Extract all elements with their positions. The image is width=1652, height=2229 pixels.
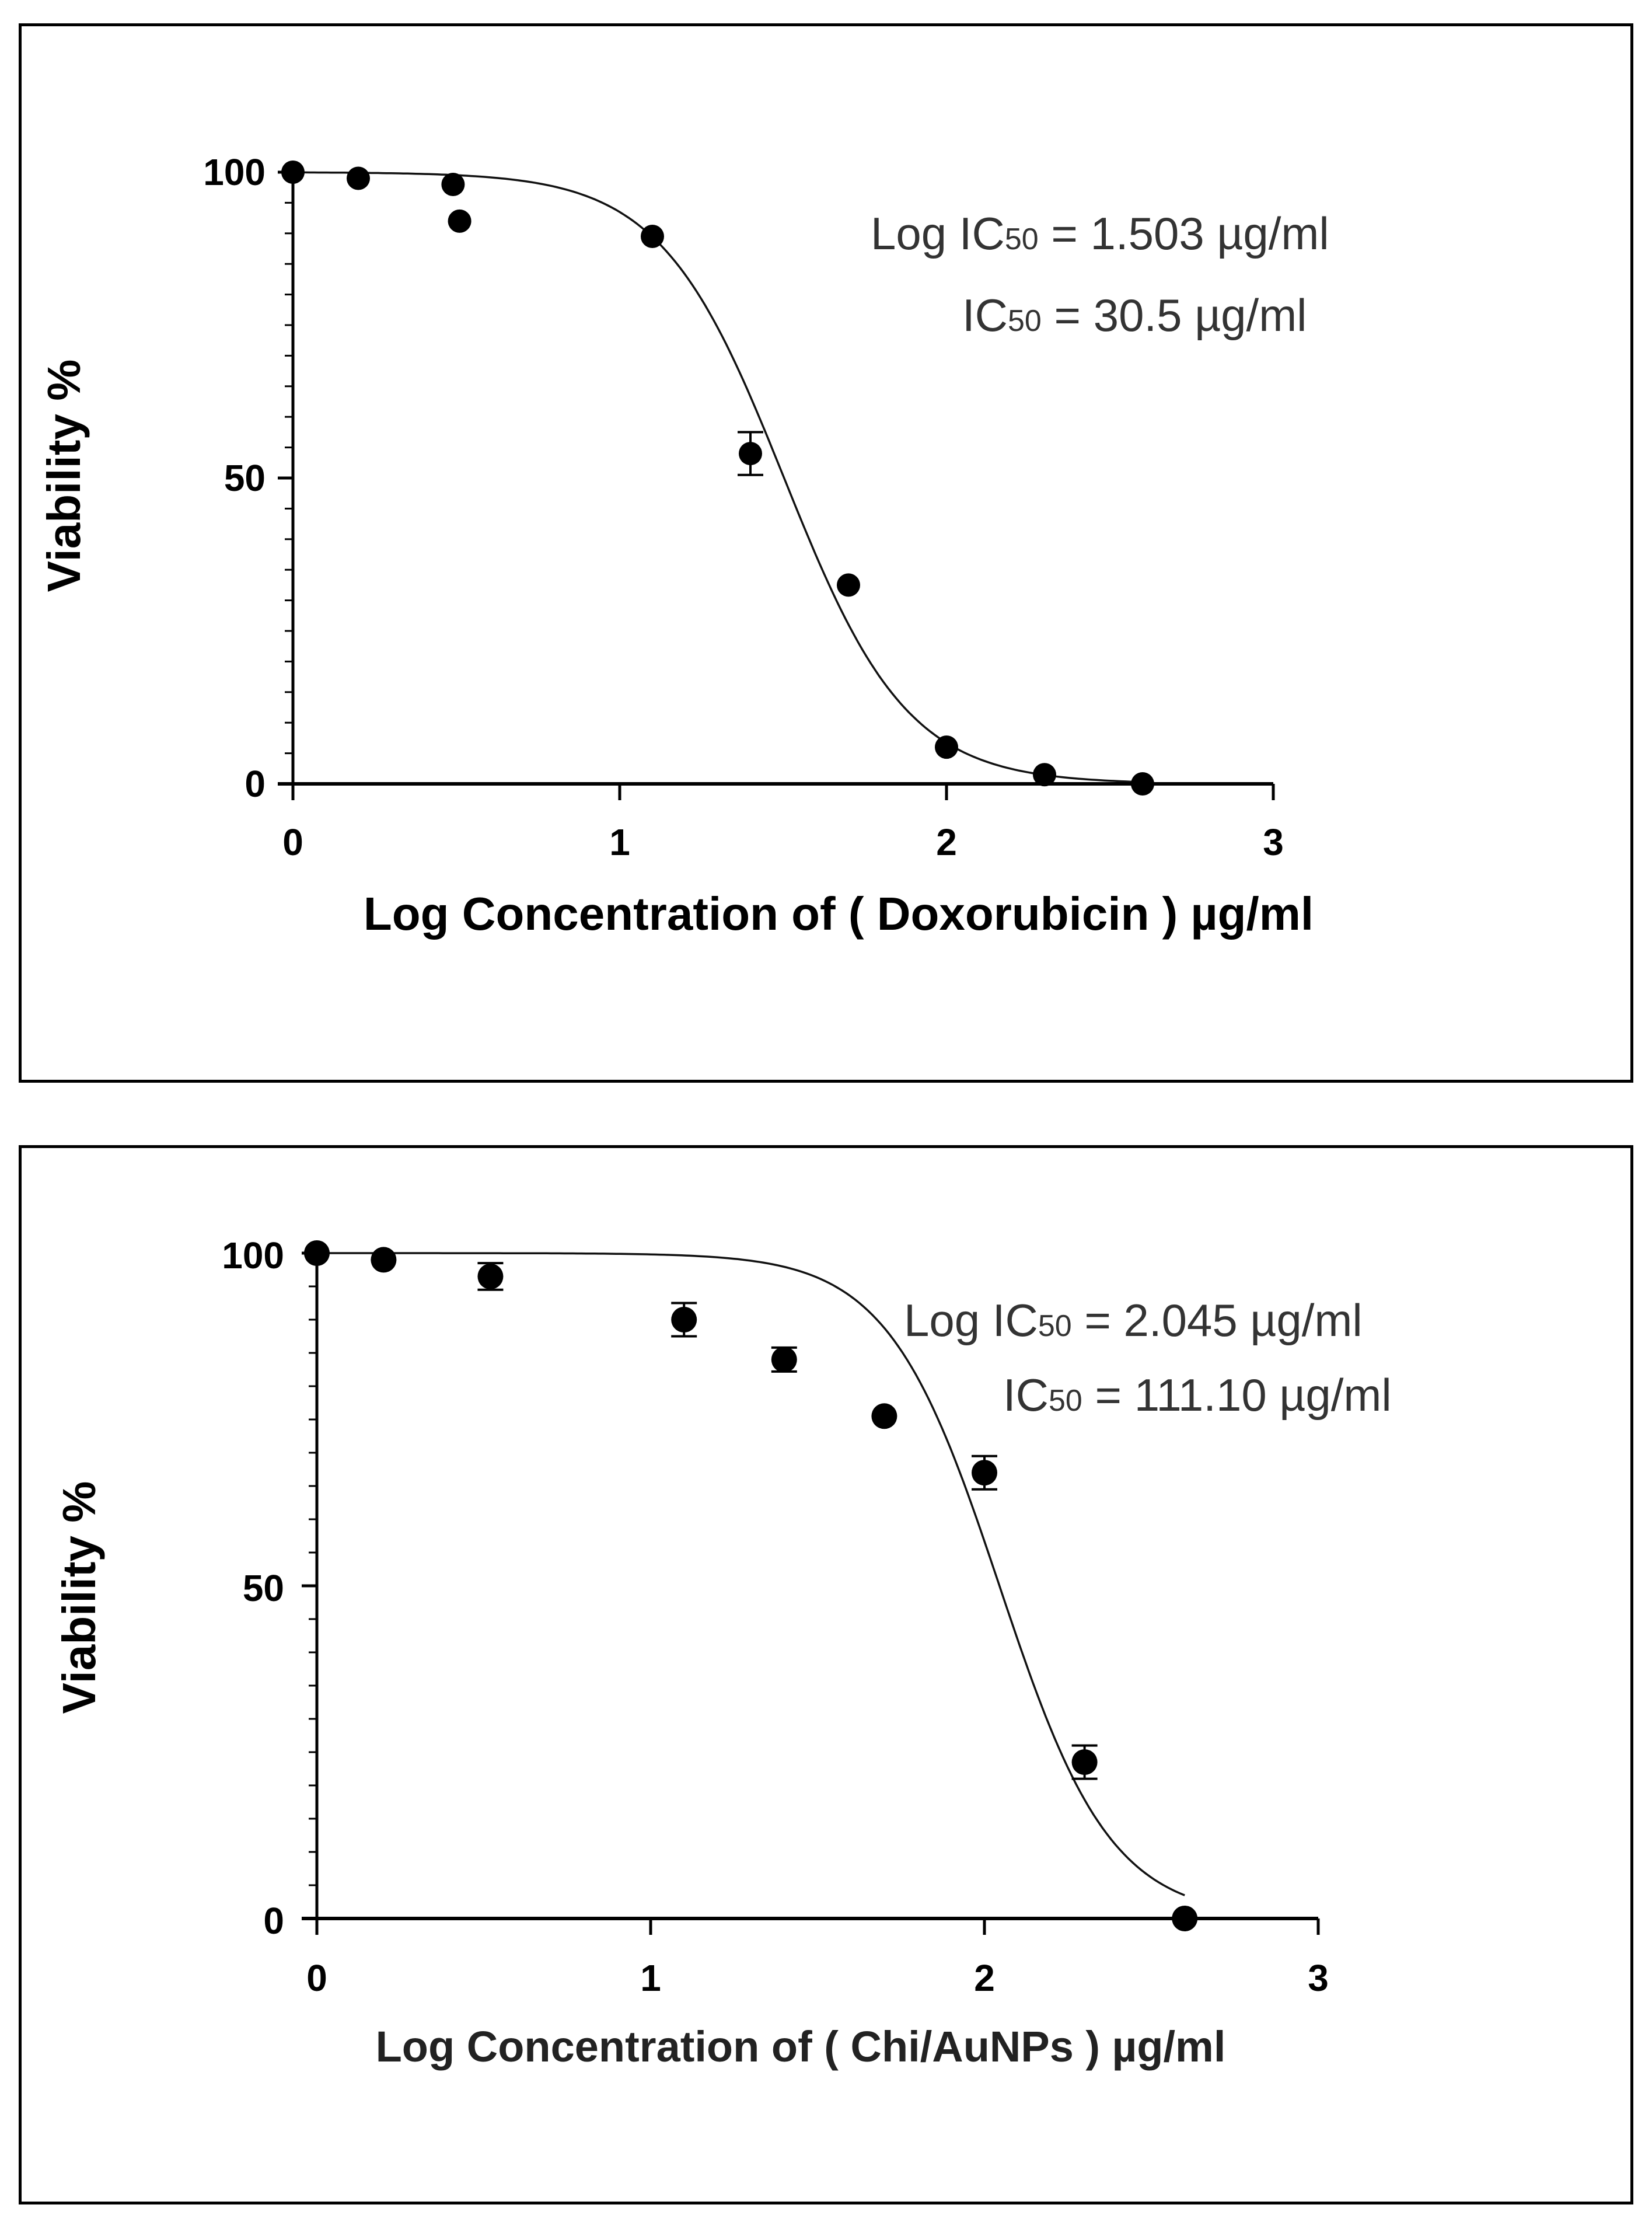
fit-curve (317, 1252, 1185, 1896)
data-point (477, 1263, 504, 1289)
data-point (671, 1307, 697, 1332)
x-tick-label-3: 3 (1263, 821, 1284, 863)
log-ic50-annotation: Log IC50 = 1.503 µg/ml (871, 208, 1329, 259)
data-point (771, 1347, 797, 1373)
x-tick-label-0: 0 (306, 1957, 327, 1999)
chart-doxorubicin: 100 50 0 0 1 2 3 Log Concentration of ( … (38, 151, 1329, 940)
data-point (871, 1403, 897, 1429)
data-point (441, 172, 465, 196)
y-tick-label-0: 0 (263, 1900, 284, 1942)
data-point (448, 209, 471, 233)
plot-area (281, 161, 1154, 796)
x-axis (278, 782, 1275, 800)
y-tick-label-100: 100 (222, 1234, 284, 1276)
log-ic50-annotation: Log IC50 = 2.045 µg/ml (904, 1295, 1363, 1346)
y-tick-label-100: 100 (203, 151, 266, 193)
data-point (371, 1247, 397, 1273)
y-axis-title: Viability % (53, 1481, 105, 1714)
data-point (935, 735, 958, 759)
ic50-annotation: IC50 = 111.10 µg/ml (1003, 1369, 1392, 1421)
data-point (972, 1460, 997, 1486)
chart-panel-doxorubicin: 100 50 0 0 1 2 3 Log Concentration of ( … (19, 23, 1633, 1083)
y-axis (278, 170, 295, 786)
data-point (837, 573, 860, 597)
data-point (1033, 763, 1056, 787)
data-point (347, 166, 370, 190)
y-axis (302, 1251, 319, 1920)
x-tick-label-2: 2 (936, 821, 957, 863)
y-tick-label-50: 50 (224, 457, 266, 499)
data-point (1071, 1749, 1098, 1775)
plot-area (304, 1240, 1198, 1931)
x-tick-label-1: 1 (640, 1957, 661, 1999)
x-tick-label-2: 2 (974, 1957, 995, 1999)
chart-chi-aunps: 100 50 0 0 1 2 3 Log Concentration of ( … (53, 1234, 1392, 2071)
y-tick-label-0: 0 (245, 763, 266, 805)
x-tick-label-3: 3 (1308, 1957, 1329, 1999)
x-tick-label-0: 0 (282, 821, 303, 863)
x-tick-label-1: 1 (609, 821, 630, 863)
fit-curve (293, 171, 1143, 783)
ic50-annotation: IC50 = 30.5 µg/ml (962, 289, 1307, 341)
x-axis (302, 1917, 1320, 1935)
data-point (739, 442, 762, 466)
x-axis-title: Log Concentration of ( Chi/AuNPs ) µg/ml (376, 2022, 1226, 2071)
chart-panel-chi-aunps: 100 50 0 0 1 2 3 Log Concentration of ( … (19, 1145, 1633, 2204)
data-point (641, 225, 664, 249)
x-axis-title: Log Concentration of ( Doxorubicin ) µg/… (364, 888, 1314, 940)
y-tick-label-50: 50 (243, 1567, 284, 1609)
y-axis-title: Viability % (38, 360, 90, 592)
